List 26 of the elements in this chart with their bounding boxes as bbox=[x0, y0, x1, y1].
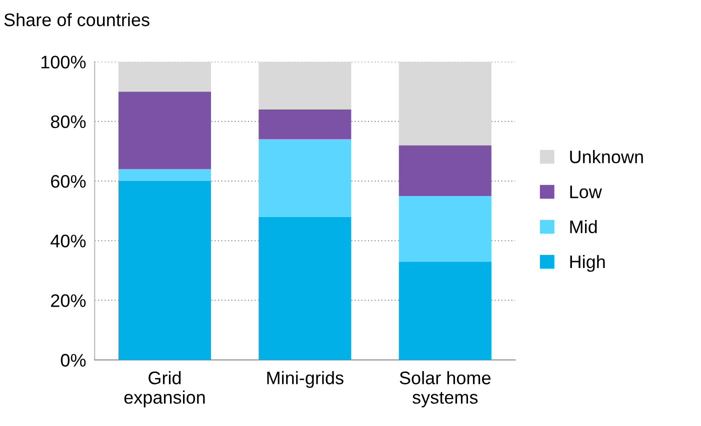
y-tick-label: 100% bbox=[42, 56, 86, 68]
bar bbox=[118, 181, 211, 360]
legend-label: Mid bbox=[570, 220, 597, 234]
legend-label: Unknown bbox=[570, 150, 643, 164]
bar bbox=[398, 262, 492, 360]
y-tick-label: 40% bbox=[50, 234, 86, 248]
bar bbox=[398, 145, 492, 196]
bar bbox=[258, 109, 352, 140]
legend-label: Low bbox=[570, 186, 602, 198]
x-tick-label: Mini-grids bbox=[267, 371, 344, 388]
x-tick-label: Solar home systems bbox=[400, 371, 490, 408]
y-tick-label: 80% bbox=[50, 115, 86, 128]
bar bbox=[398, 62, 492, 146]
y-axis-title: Share of countries bbox=[4, 12, 150, 26]
legend-label: High bbox=[570, 254, 605, 272]
bar bbox=[118, 62, 211, 92]
y-tick-label: 20% bbox=[51, 294, 86, 308]
y-tick-label: 60% bbox=[51, 174, 86, 188]
x-tick-label: Grid expansion bbox=[124, 371, 205, 408]
bar bbox=[118, 92, 211, 170]
bar bbox=[118, 169, 211, 182]
bar bbox=[398, 196, 492, 262]
y-tick-label: 0% bbox=[60, 354, 86, 367]
bar bbox=[258, 216, 352, 360]
bar bbox=[258, 62, 352, 110]
bar bbox=[258, 139, 352, 217]
